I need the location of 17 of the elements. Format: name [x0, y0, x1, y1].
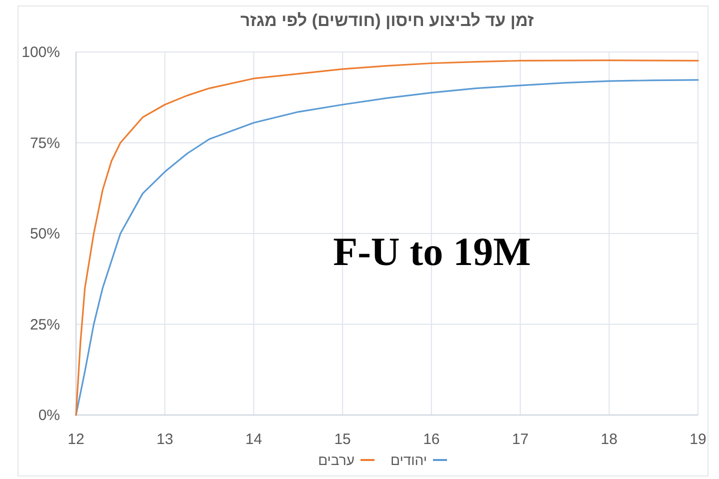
y-tick-label: 100% [22, 44, 60, 61]
x-tick-label: 14 [245, 431, 262, 448]
x-tick-label: 19 [690, 431, 706, 448]
annotation: F-U to 19M [333, 229, 531, 274]
y-tick-label: 25% [30, 316, 60, 334]
chart-title: זמן עד לביצוע חיסון (חודשים) לפי מגזר [240, 11, 534, 30]
x-tick-label: 16 [423, 431, 440, 448]
y-tick-label: 50% [30, 226, 60, 242]
y-tick-label: 0% [38, 407, 60, 424]
legend-label: ערבים [318, 452, 355, 468]
x-tick-label: 15 [334, 431, 351, 448]
legend-label: יהודים [390, 452, 427, 468]
x-tick-label: 12 [68, 431, 84, 448]
x-tick-label: 18 [600, 431, 618, 448]
x-tick-label: 17 [512, 431, 529, 448]
x-tick-label: 13 [156, 431, 174, 448]
y-tick-label: 75% [30, 134, 60, 152]
